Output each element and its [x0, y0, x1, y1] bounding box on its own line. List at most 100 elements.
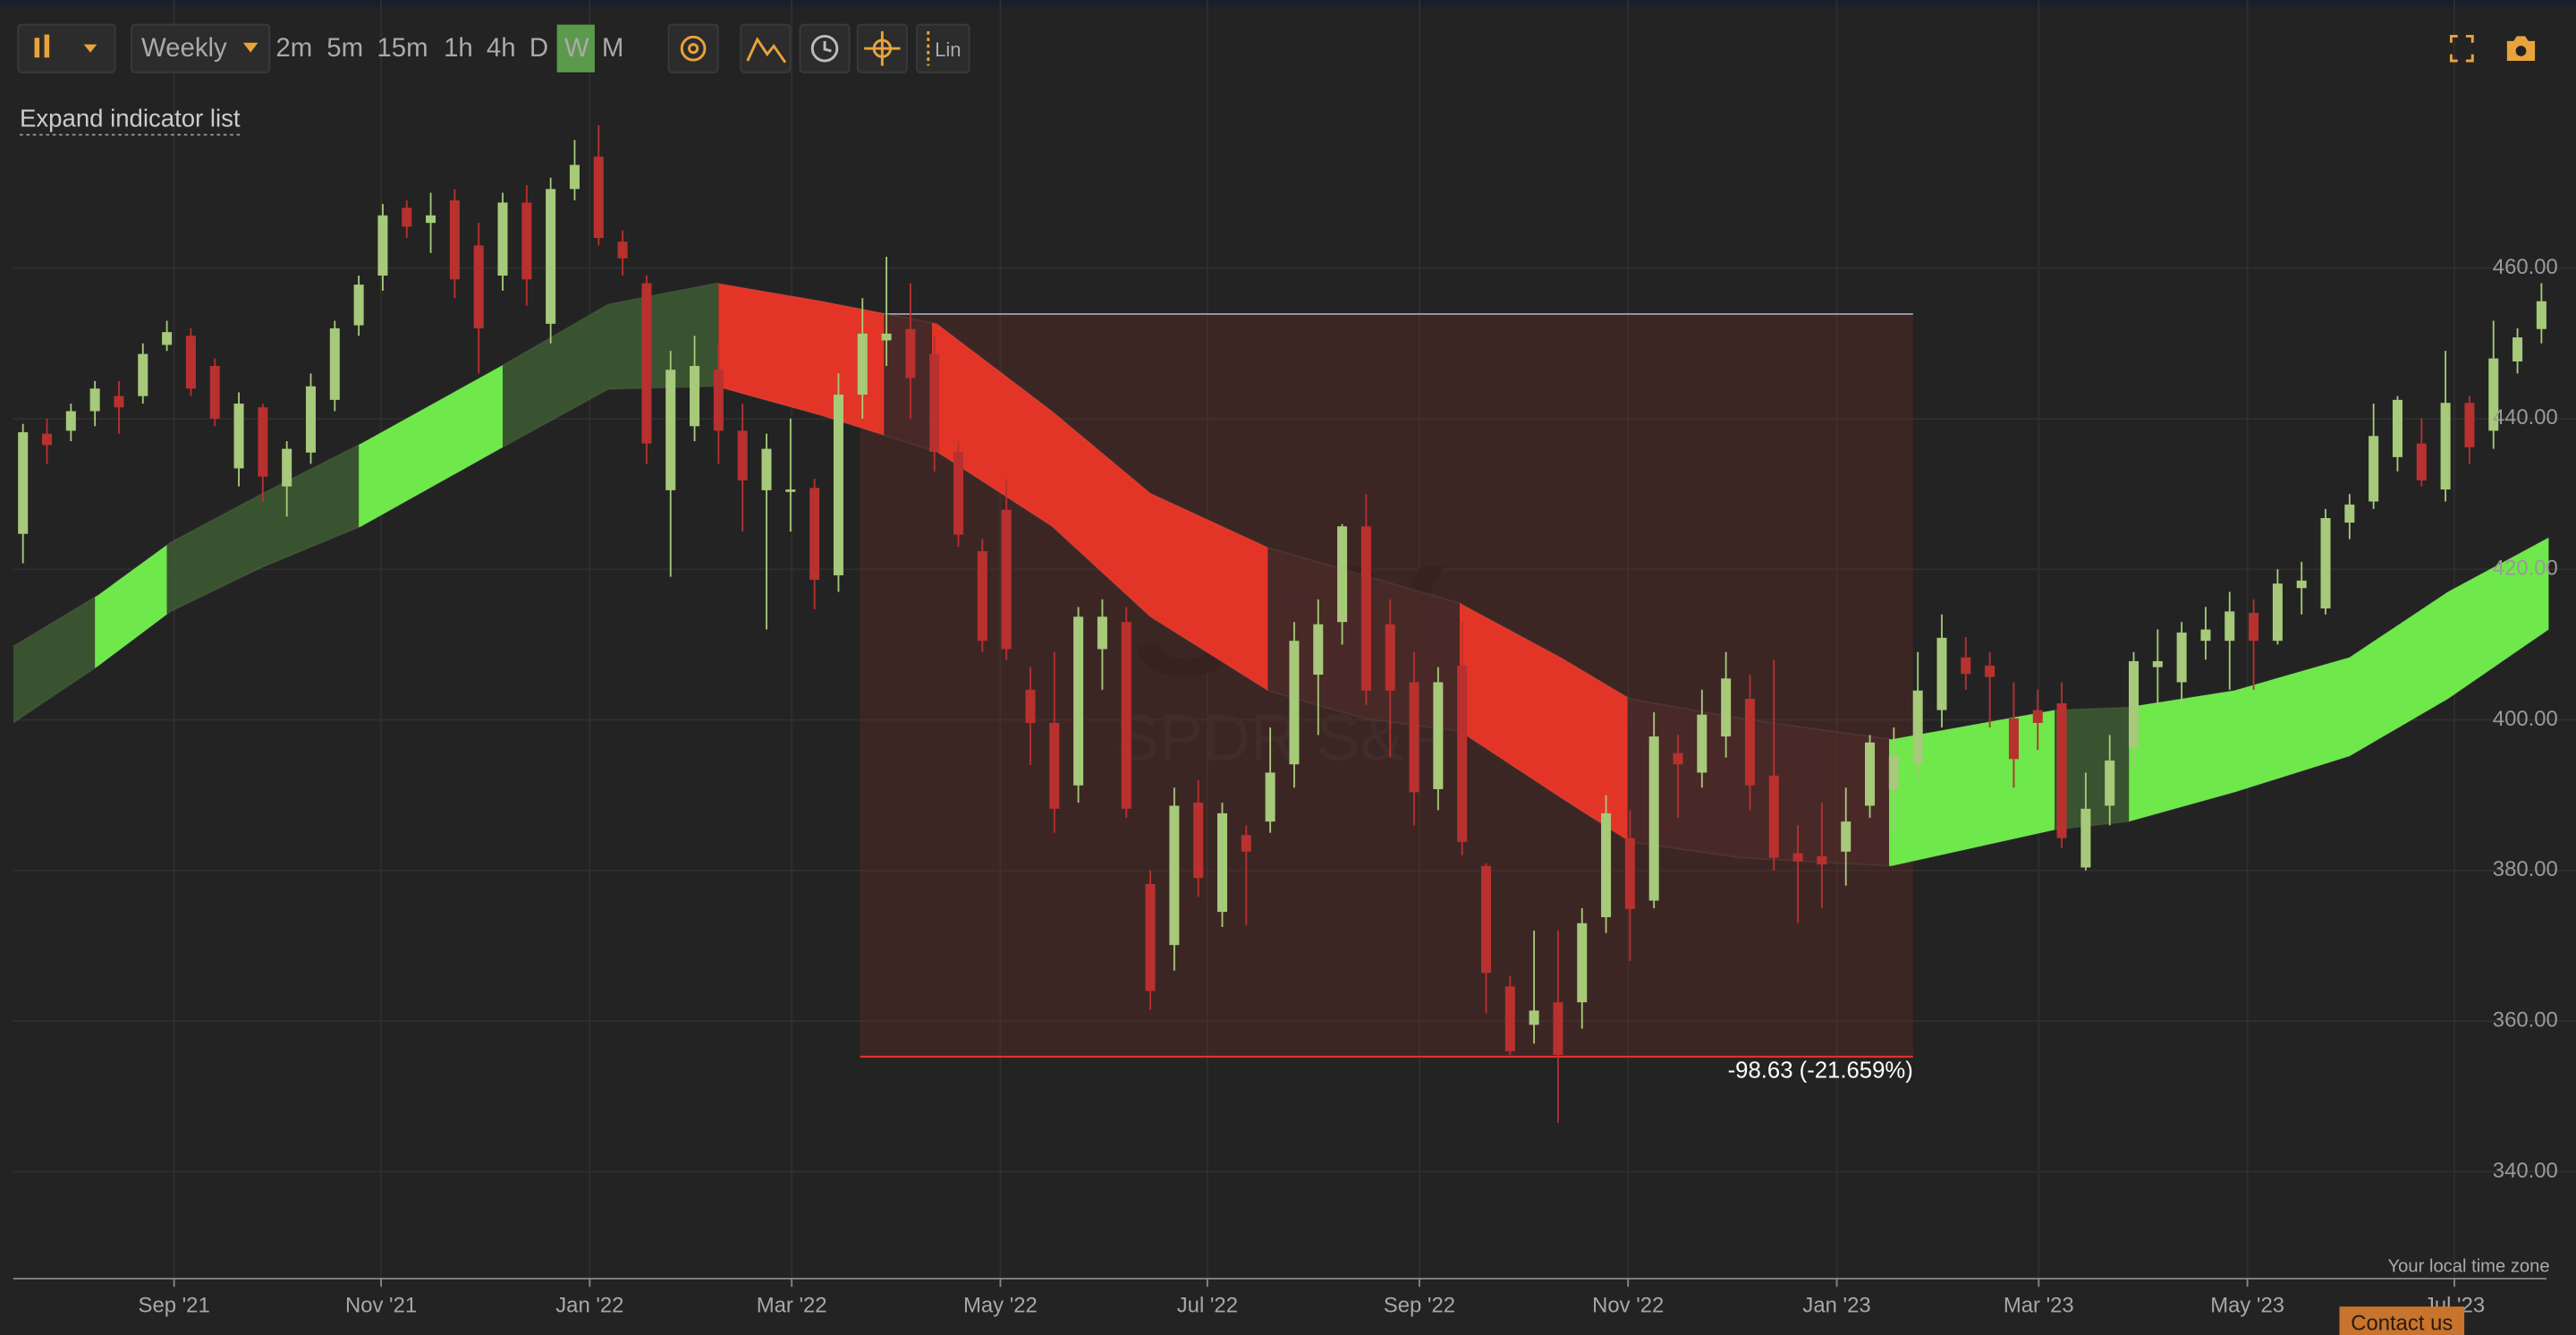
candle-body	[377, 215, 388, 276]
candle-body	[329, 327, 340, 400]
candle-body	[426, 215, 436, 224]
band-segment	[359, 365, 504, 528]
candle-body	[785, 489, 796, 492]
settings-button[interactable]	[667, 23, 719, 73]
candle-body	[1433, 682, 1444, 789]
candle-body	[1169, 805, 1180, 946]
candle-body	[1313, 624, 1324, 676]
candle-body	[833, 394, 843, 575]
y-tick-label: 400.00	[2493, 707, 2558, 731]
candle-body	[449, 200, 460, 280]
candle-body	[1409, 682, 1419, 793]
band-segment	[2129, 537, 2549, 822]
icon	[2515, 46, 2527, 56]
candle-body	[402, 208, 412, 227]
candle-body	[1049, 722, 1060, 809]
candle-body	[1865, 742, 1876, 806]
candle-body	[2320, 518, 2331, 608]
candle-body	[2200, 629, 2211, 642]
candle-body	[569, 165, 580, 190]
y-tick-label: 440.00	[2493, 405, 2558, 429]
x-tick-label: Mar '22	[757, 1294, 827, 1318]
x-tick-label: May '22	[963, 1294, 1038, 1318]
candle-body	[65, 411, 76, 431]
interval-button[interactable]: 4h	[487, 33, 516, 63]
candle-body	[1073, 616, 1084, 786]
candle-body	[617, 242, 628, 259]
candle-body	[2416, 443, 2427, 480]
interval-button[interactable]: 5m	[326, 33, 363, 63]
candle-body	[2105, 760, 2115, 806]
interval-button[interactable]: 1h	[444, 33, 473, 63]
interval-button[interactable]: 2m	[275, 33, 312, 63]
indicator-button[interactable]	[740, 23, 792, 73]
active-interval	[556, 24, 595, 72]
candle-body	[809, 488, 820, 581]
top-strip	[0, 0, 2576, 7]
candle-body	[2392, 399, 2402, 457]
interval-select[interactable]	[131, 23, 271, 73]
candles	[18, 124, 2546, 1123]
band-segment	[932, 322, 1268, 691]
contact-button[interactable]	[2339, 1306, 2465, 1335]
candle-body	[2032, 710, 2043, 723]
y-tick-label: 420.00	[2493, 557, 2558, 581]
band-segment	[503, 283, 719, 447]
interval-button[interactable]: M	[602, 33, 623, 63]
fullscreen-button[interactable]	[2449, 34, 2474, 63]
band-segment	[1627, 697, 1889, 866]
candle-body	[2440, 403, 2451, 490]
candle-body	[41, 433, 53, 446]
interval-button[interactable]: W	[564, 33, 589, 63]
scale-label: Lin	[935, 38, 961, 61]
grid	[13, 0, 2576, 1279]
candle-body	[761, 448, 772, 490]
chart-type-button[interactable]	[17, 23, 116, 73]
candle-body	[209, 366, 220, 419]
timezone-label: Your local time zone	[2388, 1256, 2550, 1276]
x-tick-label: Jan '23	[1802, 1294, 1870, 1318]
candle-body	[2296, 580, 2307, 589]
candle-body	[1025, 689, 1036, 723]
candle-body	[1337, 526, 1348, 623]
band-lower-line	[13, 385, 2549, 867]
candle-body	[1961, 657, 1971, 675]
x-tick-label: Nov '21	[345, 1294, 417, 1318]
candle-body	[473, 245, 484, 328]
candle-body	[1888, 755, 1899, 789]
candle-body	[1504, 986, 1515, 1051]
icon	[746, 37, 787, 64]
axes: 340.00 360.00 380.00 400.00 420.00 440.00 460.…	[13, 255, 2558, 1318]
candle-body	[713, 370, 724, 431]
candle-body	[1697, 714, 1707, 773]
candle-body	[1601, 812, 1612, 918]
candle-body	[18, 432, 29, 534]
interval-button[interactable]: 15m	[377, 33, 428, 63]
candle-body	[1360, 526, 1371, 691]
icon	[44, 34, 50, 58]
scale-button[interactable]	[915, 23, 970, 73]
candle-body	[2008, 718, 2019, 760]
measure-label: -98.63 (-21.659%)	[1728, 1058, 1913, 1083]
candle-body	[1193, 803, 1204, 879]
candle-body	[305, 386, 316, 453]
interval-buttons: 2m 5m 15m 1h 4h D W M	[275, 33, 623, 63]
candle-body	[1289, 641, 1300, 765]
y-tick-label: 380.00	[2493, 857, 2558, 881]
candle-body	[162, 332, 173, 345]
interval-button[interactable]: D	[530, 33, 548, 63]
icon	[688, 43, 699, 55]
candle-body	[1936, 637, 1947, 710]
candle-body	[521, 202, 532, 280]
candle-body	[1385, 624, 1395, 691]
candle-body	[1673, 753, 1683, 765]
candle-body	[1985, 665, 1996, 677]
candle-body	[2249, 613, 2259, 642]
candle-body	[2512, 337, 2523, 361]
candle-body	[641, 283, 652, 444]
candle-body	[1912, 690, 1923, 765]
band-segment	[95, 545, 167, 668]
expand-indicator-link[interactable]: Expand indicator list	[20, 104, 241, 132]
